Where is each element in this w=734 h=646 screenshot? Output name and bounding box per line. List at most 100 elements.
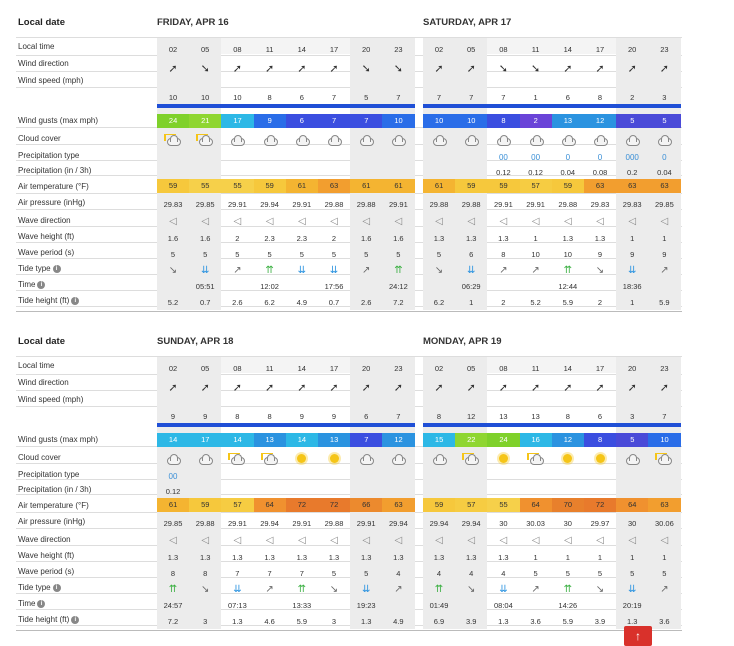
wind-direction-cell: ➘ (350, 64, 382, 75)
tide-arrow-icon: ⇊ (627, 265, 637, 276)
row-label-text: Wave direction (18, 535, 71, 544)
info-icon[interactable]: i (37, 599, 46, 608)
tide-type-cell: ⇈ (157, 585, 189, 595)
tide-height-cell: 0.7 (199, 298, 211, 307)
wave-period-cell: 7 (299, 569, 304, 578)
wave-arrow-icon: ◁ (435, 216, 443, 227)
local-time-cell: 14 (297, 364, 306, 373)
wave-direction-cell: ◁ (584, 536, 616, 546)
wind-speed-bar (487, 423, 520, 427)
air-pressure-cell: 29.83 (622, 200, 642, 209)
wave-direction-cell: ◁ (318, 217, 350, 227)
wave-period-cell: 5 (331, 569, 337, 578)
wind-gust-cell: 14 (157, 433, 190, 447)
air-temperature-cell: 57 (455, 498, 488, 512)
wave-arrow-icon: ◁ (169, 216, 177, 227)
row-label-tideh: Tide height (ft) i (18, 296, 80, 305)
tide-height-cell: 5.2 (167, 298, 179, 307)
wind-gust-cell: 2 (519, 114, 552, 128)
row-label-text: Wind direction (18, 378, 69, 387)
wind-arrow-icon: ➚ (563, 382, 573, 394)
air-pressure-cell: 30.06 (655, 519, 674, 528)
info-icon[interactable]: i (71, 615, 80, 624)
tide-height-cell: 6.2 (264, 298, 275, 307)
local-time-cell: 08 (499, 45, 508, 54)
wind-direction-cell: ➘ (382, 64, 414, 75)
air-pressure-cell: 29.94 (389, 519, 408, 528)
wave-direction-cell: ◁ (286, 217, 318, 227)
row-label-cloud: Cloud cover (18, 453, 61, 462)
time-header-bg (487, 357, 617, 373)
wave-height-cell: 1.3 (360, 553, 372, 562)
row-label-gusts: Wind gusts (max mph) (18, 435, 98, 444)
air-temperature-cell: 63 (648, 179, 681, 193)
wind-direction-cell: ➚ (455, 383, 487, 394)
tide-type-cell: ↗ (648, 585, 680, 595)
local-time-cell: 14 (563, 364, 572, 373)
row-separator (16, 479, 682, 480)
wind-arrow-icon: ➚ (563, 63, 573, 75)
wave-height-cell: 1.3 (498, 553, 509, 562)
tide-arrow-icon: ↗ (233, 265, 242, 276)
cloud-cover-cell (520, 135, 552, 146)
tide-height-cell: 1.3 (626, 617, 638, 626)
air-temperature-cell: 70 (551, 498, 584, 512)
info-icon[interactable]: i (71, 296, 80, 305)
wind-speed-bar (648, 104, 681, 108)
info-icon[interactable]: i (37, 280, 46, 289)
row-label-wavedir: Wave direction (18, 216, 71, 225)
tide-arrow-icon: ↗ (660, 584, 669, 595)
day-title: MONDAY, APR 19 (423, 336, 502, 347)
wave-period-cell: 5 (533, 569, 538, 578)
cloud-icon (432, 135, 447, 146)
wave-direction-cell: ◁ (189, 217, 221, 227)
wave-period-cell: 8 (501, 250, 506, 259)
wave-arrow-icon: ◁ (362, 535, 371, 546)
scroll-to-top-button[interactable]: ↑ (624, 626, 652, 646)
info-icon[interactable]: i (52, 583, 61, 592)
air-temperature-cell: 63 (616, 179, 649, 193)
wave-arrow-icon: ◁ (394, 535, 403, 546)
wind-arrow-icon: ➚ (466, 382, 476, 394)
row-separator (16, 144, 682, 145)
air-temperature-cell: 64 (519, 498, 552, 512)
wind-speed-cell: 7 (396, 93, 401, 102)
precipitation-cell: 0.2 (626, 168, 638, 177)
tide-time-cell: 05:51 (195, 282, 215, 291)
wind-direction-cell: ➚ (648, 383, 680, 394)
local-time-cell: 05 (467, 45, 476, 54)
wave-height-cell: 1.3 (296, 553, 308, 562)
wave-arrow-icon: ◁ (362, 216, 371, 227)
wind-arrow-icon: ➚ (659, 382, 669, 394)
wave-height-cell: 1 (630, 553, 635, 562)
wave-arrow-icon: ◁ (233, 535, 242, 546)
wave-period-cell: 4 (396, 569, 401, 578)
wind-direction-cell: ➘ (487, 64, 519, 75)
wind-speed-cell: 7 (436, 93, 442, 102)
tide-arrow-icon: ↘ (329, 584, 339, 595)
wave-arrow-icon: ◁ (169, 535, 177, 546)
wave-height-cell: 1.6 (360, 234, 372, 243)
row-separator (16, 290, 682, 291)
air-temperature-cell: 59 (253, 179, 286, 193)
wind-gust-cell: 10 (455, 114, 488, 128)
wind-gust-cell: 21 (189, 114, 222, 128)
local-time-cell: 11 (265, 364, 274, 373)
wave-arrow-icon: ◁ (201, 535, 210, 546)
row-separator (16, 193, 682, 194)
air-temperature-cell: 59 (157, 179, 190, 193)
night-column-bg (157, 357, 222, 629)
cloud-cover-cell (189, 454, 221, 465)
air-pressure-cell: 29.97 (590, 519, 610, 528)
air-temperature-cell: 59 (487, 179, 520, 193)
info-icon[interactable]: i (52, 264, 61, 273)
wave-direction-cell: ◁ (616, 536, 648, 546)
wave-direction-cell: ◁ (487, 217, 519, 227)
tide-arrow-icon: ⇈ (563, 584, 572, 595)
wind-direction-cell: ➚ (648, 64, 680, 75)
cloud-icon (359, 135, 375, 146)
wind-direction-cell: ➘ (189, 64, 221, 75)
wind-gust-cell: 10 (382, 114, 415, 128)
wind-gust-cell: 10 (648, 433, 681, 447)
wave-direction-cell: ◁ (318, 536, 350, 546)
